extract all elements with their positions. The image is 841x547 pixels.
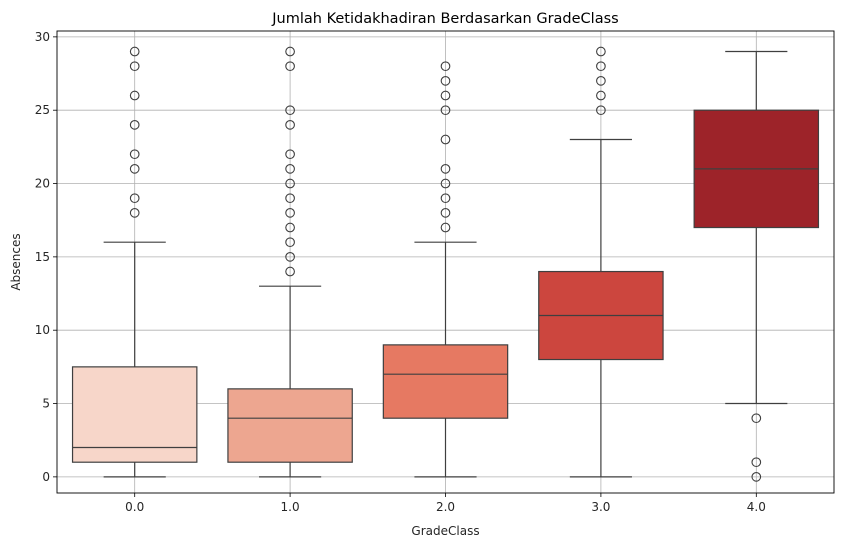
outlier-point (129, 46, 140, 57)
box-group (693, 50, 820, 482)
outlier-point (285, 208, 295, 218)
x-tick-label: 3.0 (591, 500, 610, 514)
y-tick-label: 10 (35, 323, 50, 337)
y-tick-label: 25 (35, 103, 50, 117)
outlier-point (285, 120, 295, 130)
outlier-point (285, 266, 295, 277)
outlier-point (440, 222, 451, 233)
box-group (382, 61, 509, 478)
box-group (71, 46, 198, 478)
outlier-point (596, 105, 606, 116)
x-tick-label: 0.0 (125, 500, 144, 514)
outlier-point (440, 193, 451, 204)
y-tick-label: 30 (35, 30, 50, 44)
box-group (538, 46, 664, 478)
tick-layer: 0 5 10 15 20 25 30 0.0 1.0 2.0 3.0 4.0 (35, 30, 766, 514)
outlier-point (751, 413, 762, 424)
outlier-point (596, 61, 606, 72)
y-axis-label: Absences (9, 233, 23, 290)
outlier-point (285, 149, 295, 160)
outlier-point (129, 120, 140, 130)
y-tick-label: 5 (42, 397, 50, 411)
outlier-point (285, 46, 295, 57)
outlier-point (596, 76, 606, 86)
x-tick-label: 2.0 (436, 500, 455, 514)
outlier-point (129, 208, 140, 218)
outlier-point (440, 164, 451, 174)
outlier-point (129, 149, 140, 160)
chart-title: Jumlah Ketidakhadiran Berdasarkan GradeC… (271, 11, 618, 27)
y-tick-label: 20 (35, 177, 50, 191)
x-tick-label: 1.0 (281, 500, 300, 514)
outlier-point (751, 472, 762, 482)
outlier-point (596, 90, 606, 101)
outlier-point (440, 105, 451, 116)
y-tick-label: 0 (42, 470, 50, 484)
outlier-point (129, 90, 140, 101)
x-tick-label: 4.0 (747, 500, 766, 514)
box-iqr (227, 388, 353, 463)
outlier-point (440, 76, 451, 86)
outlier-point (285, 252, 295, 262)
outlier-point (285, 105, 295, 116)
outlier-point (285, 193, 295, 204)
outlier-point (129, 193, 140, 204)
y-tick-label: 15 (35, 250, 50, 264)
outlier-point (751, 457, 762, 468)
outlier-point (440, 178, 451, 189)
outlier-point (285, 61, 295, 72)
box-iqr (71, 366, 198, 463)
outlier-point (129, 164, 140, 174)
outlier-point (440, 134, 451, 145)
outlier-point (440, 61, 451, 72)
box-layer (71, 46, 820, 482)
box-group (227, 46, 353, 478)
box-iqr (382, 344, 509, 419)
outlier-point (285, 237, 295, 248)
outlier-point (285, 222, 295, 233)
outlier-point (285, 164, 295, 174)
x-axis-label: GradeClass (411, 524, 479, 538)
plot-frame (56, 30, 835, 494)
outlier-point (440, 208, 451, 218)
outlier-point (285, 178, 295, 189)
outlier-point (129, 61, 140, 72)
outlier-point (440, 90, 451, 101)
outlier-point (596, 46, 606, 57)
